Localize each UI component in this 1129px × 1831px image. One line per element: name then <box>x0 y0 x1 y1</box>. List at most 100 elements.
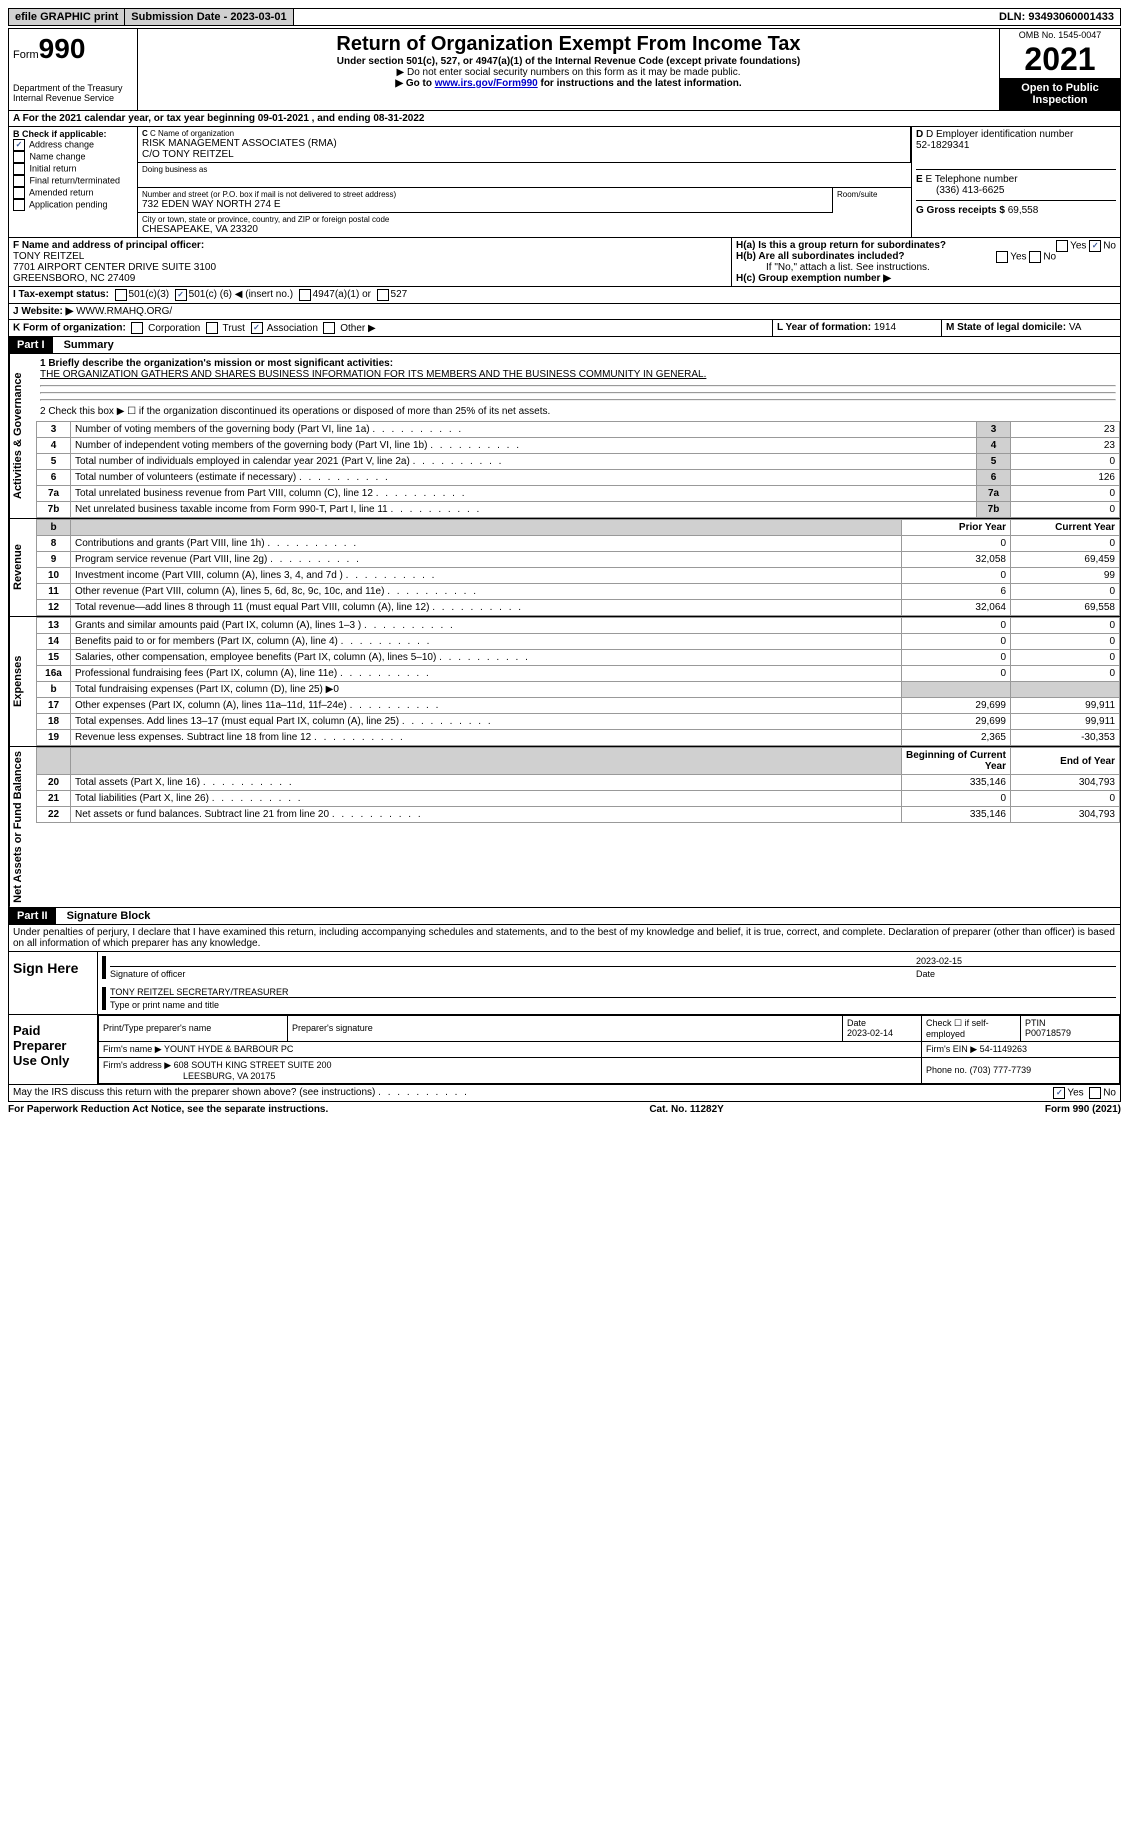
firm-ein: 54-1149263 <box>980 1044 1027 1054</box>
exp-line-15: 15Salaries, other compensation, employee… <box>37 650 1120 666</box>
checkbox-initial-return[interactable]: Initial return <box>13 163 133 175</box>
firm-addr: 608 SOUTH KING STREET SUITE 200 <box>174 1060 332 1070</box>
governance-label: Activities & Governance <box>9 354 36 518</box>
dept-treasury: Department of the Treasury Internal Reve… <box>13 83 133 103</box>
open-inspection: Open to Public Inspection <box>1000 78 1120 110</box>
checkbox-application-pending[interactable]: Application pending <box>13 199 133 211</box>
sig-name: TONY REITZEL SECRETARY/TREASURER <box>110 987 1116 998</box>
rev-line-8: 8Contributions and grants (Part VIII, li… <box>37 536 1120 552</box>
exp-line-b: bTotal fundraising expenses (Part IX, co… <box>37 682 1120 698</box>
rev-line-10: 10Investment income (Part VIII, column (… <box>37 568 1120 584</box>
form-number: 990 <box>39 33 86 64</box>
checkbox-address-change[interactable]: Address change <box>13 139 133 151</box>
footer: For Paperwork Reduction Act Notice, see … <box>8 1102 1121 1117</box>
exp-line-17: 17Other expenses (Part IX, column (A), l… <box>37 698 1120 714</box>
firm-phone: (703) 777-7739 <box>970 1065 1032 1075</box>
officer-addr1: 7701 AIRPORT CENTER DRIVE SUITE 3100 <box>13 262 216 273</box>
footer-right: Form 990 (2021) <box>1045 1104 1121 1115</box>
part2-header-row: Part II Signature Block <box>8 908 1121 925</box>
gov-line-3: 3Number of voting members of the governi… <box>37 422 1120 438</box>
top-bar: efile GRAPHIC print Submission Date - 20… <box>8 8 1121 26</box>
prep-date: 2023-02-14 <box>847 1028 893 1038</box>
tax-year: 2021 <box>1000 41 1120 78</box>
year-formation: 1914 <box>874 322 896 333</box>
k-opt-1[interactable]: Trust <box>200 323 245 334</box>
gov-line-4: 4Number of independent voting members of… <box>37 438 1120 454</box>
dln: DLN: 93493060001433 <box>993 9 1120 25</box>
exp-line-16a: 16aProfessional fundraising fees (Part I… <box>37 666 1120 682</box>
efile-print-button[interactable]: efile GRAPHIC print <box>9 9 125 25</box>
exp-line-14: 14Benefits paid to or for members (Part … <box>37 634 1120 650</box>
section-fh: F Name and address of principal officer:… <box>8 238 1121 287</box>
exp-line-13: 13Grants and similar amounts paid (Part … <box>37 618 1120 634</box>
ptin: P00718579 <box>1025 1028 1071 1038</box>
discuss-row: May the IRS discuss this return with the… <box>8 1085 1121 1102</box>
exp-line-18: 18Total expenses. Add lines 13–17 (must … <box>37 714 1120 730</box>
website: WWW.RMAHQ.ORG/ <box>76 306 172 317</box>
net-line-21: 21Total liabilities (Part X, line 26) 00 <box>37 791 1120 807</box>
paid-preparer-label: Paid Preparer Use Only <box>9 1015 98 1084</box>
part1-revenue: Revenue bPrior YearCurrent Year8Contribu… <box>8 519 1121 617</box>
submission-date: Submission Date - 2023-03-01 <box>125 9 293 25</box>
officer-name: TONY REITZEL <box>13 251 84 262</box>
gross-receipts: 69,558 <box>1008 205 1039 216</box>
k-opt-3[interactable]: Other ▶ <box>318 323 376 334</box>
irs-link[interactable]: www.irs.gov/Form990 <box>435 78 538 89</box>
line-j: J Website: ▶ WWW.RMAHQ.ORG/ <box>8 304 1121 320</box>
netassets-label: Net Assets or Fund Balances <box>9 747 36 907</box>
section-bcd: B Check if applicable: Address change Na… <box>8 127 1121 238</box>
part2-header: Part II <box>9 908 56 924</box>
gov-line-7a: 7aTotal unrelated business revenue from … <box>37 486 1120 502</box>
org-co: C/O TONY REITZEL <box>142 149 906 160</box>
mission-text: THE ORGANIZATION GATHERS AND SHARES BUSI… <box>40 369 706 380</box>
org-name: RISK MANAGEMENT ASSOCIATES (RMA) <box>142 138 906 149</box>
line-a: A For the 2021 calendar year, or tax yea… <box>8 111 1121 127</box>
form-subtitle: Under section 501(c), 527, or 4947(a)(1)… <box>142 56 995 67</box>
officer-addr2: GREENSBORO, NC 27409 <box>13 273 135 284</box>
firm-city: LEESBURG, VA 20175 <box>103 1071 275 1081</box>
sig-date: 2023-02-15 <box>916 956 1116 967</box>
expenses-label: Expenses <box>9 617 36 746</box>
rev-line-11: 11Other revenue (Part VIII, column (A), … <box>37 584 1120 600</box>
k-opt-2[interactable]: Association <box>245 323 318 334</box>
gov-line-7b: 7bNet unrelated business taxable income … <box>37 502 1120 518</box>
part1-header: Part I <box>9 337 53 353</box>
form-label: Form <box>13 49 39 61</box>
revenue-label: Revenue <box>9 519 36 616</box>
part1-governance: Activities & Governance 1 Briefly descri… <box>8 354 1121 519</box>
form-title: Return of Organization Exempt From Incom… <box>142 33 995 56</box>
telephone: (336) 413-6625 <box>916 185 1004 196</box>
footer-left: For Paperwork Reduction Act Notice, see … <box>8 1104 328 1115</box>
form-note2: ▶ Go to www.irs.gov/Form990 for instruct… <box>142 78 995 89</box>
sign-here-label: Sign Here <box>9 952 98 1014</box>
org-city: CHESAPEAKE, VA 23320 <box>142 224 258 235</box>
net-line-22: 22Net assets or fund balances. Subtract … <box>37 807 1120 823</box>
line-klm: K Form of organization: Corporation Trus… <box>8 320 1121 337</box>
omb-number: OMB No. 1545-0047 <box>1000 29 1120 41</box>
footer-mid: Cat. No. 11282Y <box>649 1104 723 1115</box>
gov-line-6: 6Total number of volunteers (estimate if… <box>37 470 1120 486</box>
paid-preparer-block: Paid Preparer Use Only Print/Type prepar… <box>8 1015 1121 1085</box>
firm-name: YOUNT HYDE & BARBOUR PC <box>164 1044 293 1054</box>
k-opt-0[interactable]: Corporation <box>129 323 201 334</box>
part1-expenses: Expenses 13Grants and similar amounts pa… <box>8 617 1121 747</box>
line-i: I Tax-exempt status: 501(c)(3) 501(c) ( … <box>8 287 1121 304</box>
state-domicile: VA <box>1069 322 1082 333</box>
part1-header-row: Part I Summary <box>8 337 1121 354</box>
checkbox-final-return-terminated[interactable]: Final return/terminated <box>13 175 133 187</box>
gov-line-5: 5Total number of individuals employed in… <box>37 454 1120 470</box>
rev-line-9: 9Program service revenue (Part VIII, lin… <box>37 552 1120 568</box>
part1-title: Summary <box>56 337 122 353</box>
sign-here-block: Sign Here Signature of officer 2023-02-1… <box>8 952 1121 1015</box>
checkbox-amended-return[interactable]: Amended return <box>13 187 133 199</box>
part1-netassets: Net Assets or Fund Balances Beginning of… <box>8 747 1121 908</box>
form-note1: ▶ Do not enter social security numbers o… <box>142 67 995 78</box>
checkbox-name-change[interactable]: Name change <box>13 151 133 163</box>
col-b: B Check if applicable: Address change Na… <box>9 127 138 237</box>
declaration: Under penalties of perjury, I declare th… <box>8 925 1121 952</box>
form-header: Form990 Department of the Treasury Inter… <box>8 28 1121 111</box>
net-line-20: 20Total assets (Part X, line 16) 335,146… <box>37 775 1120 791</box>
ein: 52-1829341 <box>916 140 969 151</box>
rev-line-12: 12Total revenue—add lines 8 through 11 (… <box>37 600 1120 616</box>
part2-title: Signature Block <box>59 908 159 924</box>
